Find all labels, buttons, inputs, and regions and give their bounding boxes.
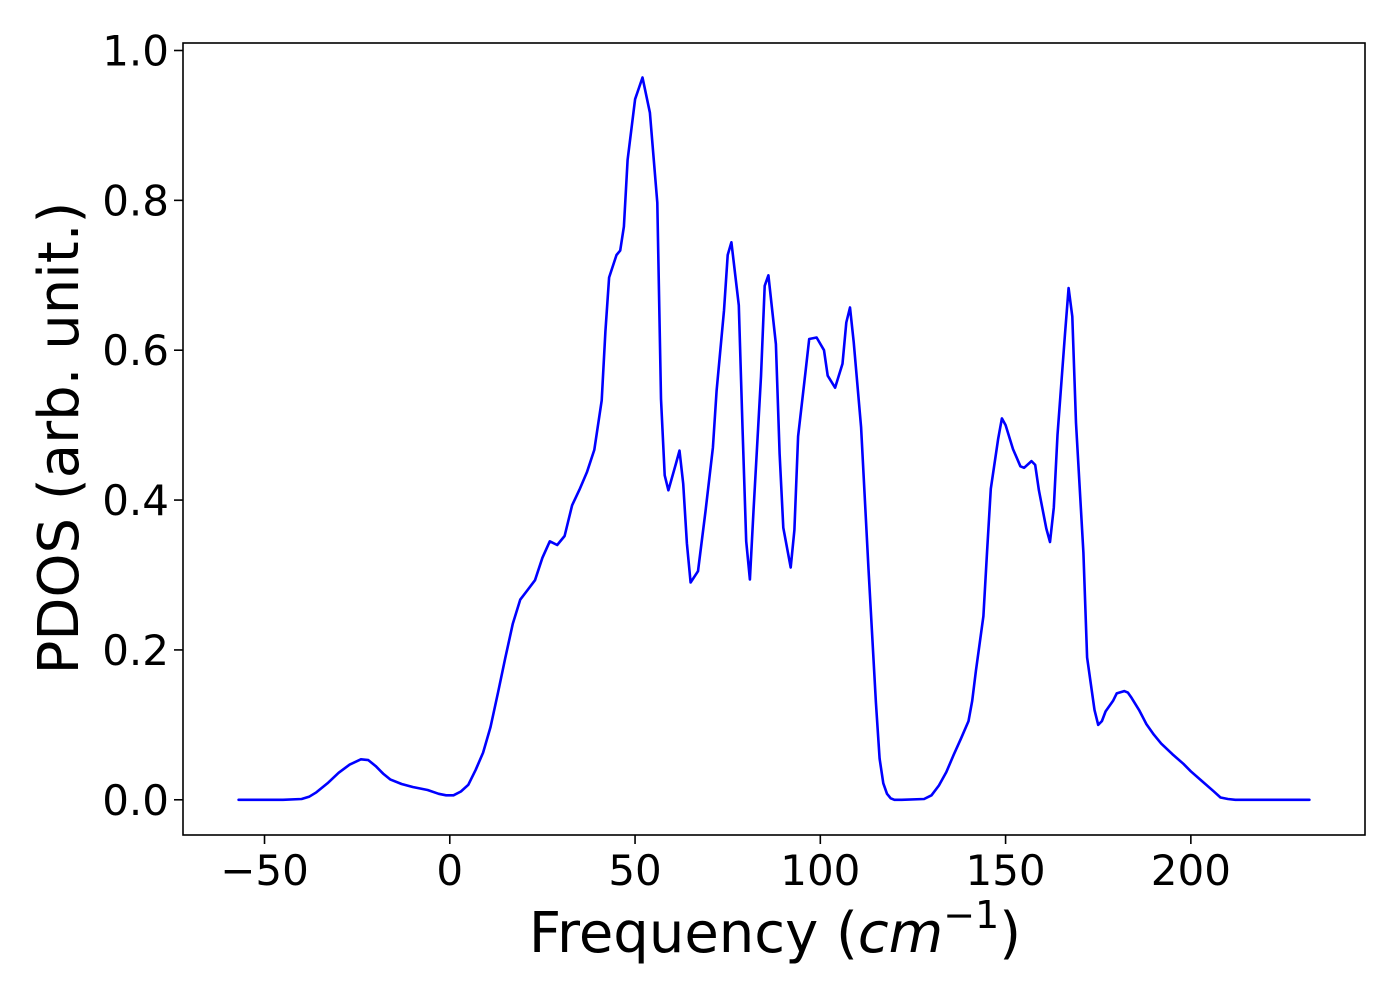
x-axis-label-math-base: cm	[858, 901, 943, 966]
y-tick-label: 1.0	[102, 26, 169, 75]
x-axis-label-math-sup: −1	[943, 893, 999, 937]
x-tick-label: 0	[436, 846, 463, 895]
y-axis-ticks: 0.0 0.2 0.4 0.6 0.8 1.0	[102, 26, 183, 825]
y-tick-label: 0.8	[102, 176, 169, 225]
x-tick-label: 200	[1151, 846, 1231, 895]
y-tick-label: 0.2	[102, 626, 169, 675]
y-tick-label: 0.6	[102, 326, 169, 375]
axes-frame	[182, 42, 1366, 836]
x-axis-label-prefix: Frequency (	[529, 901, 858, 966]
y-axis-label: PDOS (arb. unit.)	[27, 202, 92, 675]
x-tick-label: 50	[608, 846, 661, 895]
x-tick-label: 150	[965, 846, 1045, 895]
x-axis-label: Frequency (cm−1)	[529, 893, 1021, 966]
x-axis-label-suffix: )	[999, 901, 1021, 966]
y-tick-label: 0.0	[102, 776, 169, 825]
y-tick-label: 0.4	[102, 476, 169, 525]
plot-line-layer	[237, 76, 1311, 802]
x-tick-label: −50	[220, 846, 309, 895]
x-tick-label: 100	[780, 846, 860, 895]
pdos-series-line	[237, 76, 1311, 802]
x-axis-ticks: −50 0 50 100 150 200	[220, 835, 1231, 895]
